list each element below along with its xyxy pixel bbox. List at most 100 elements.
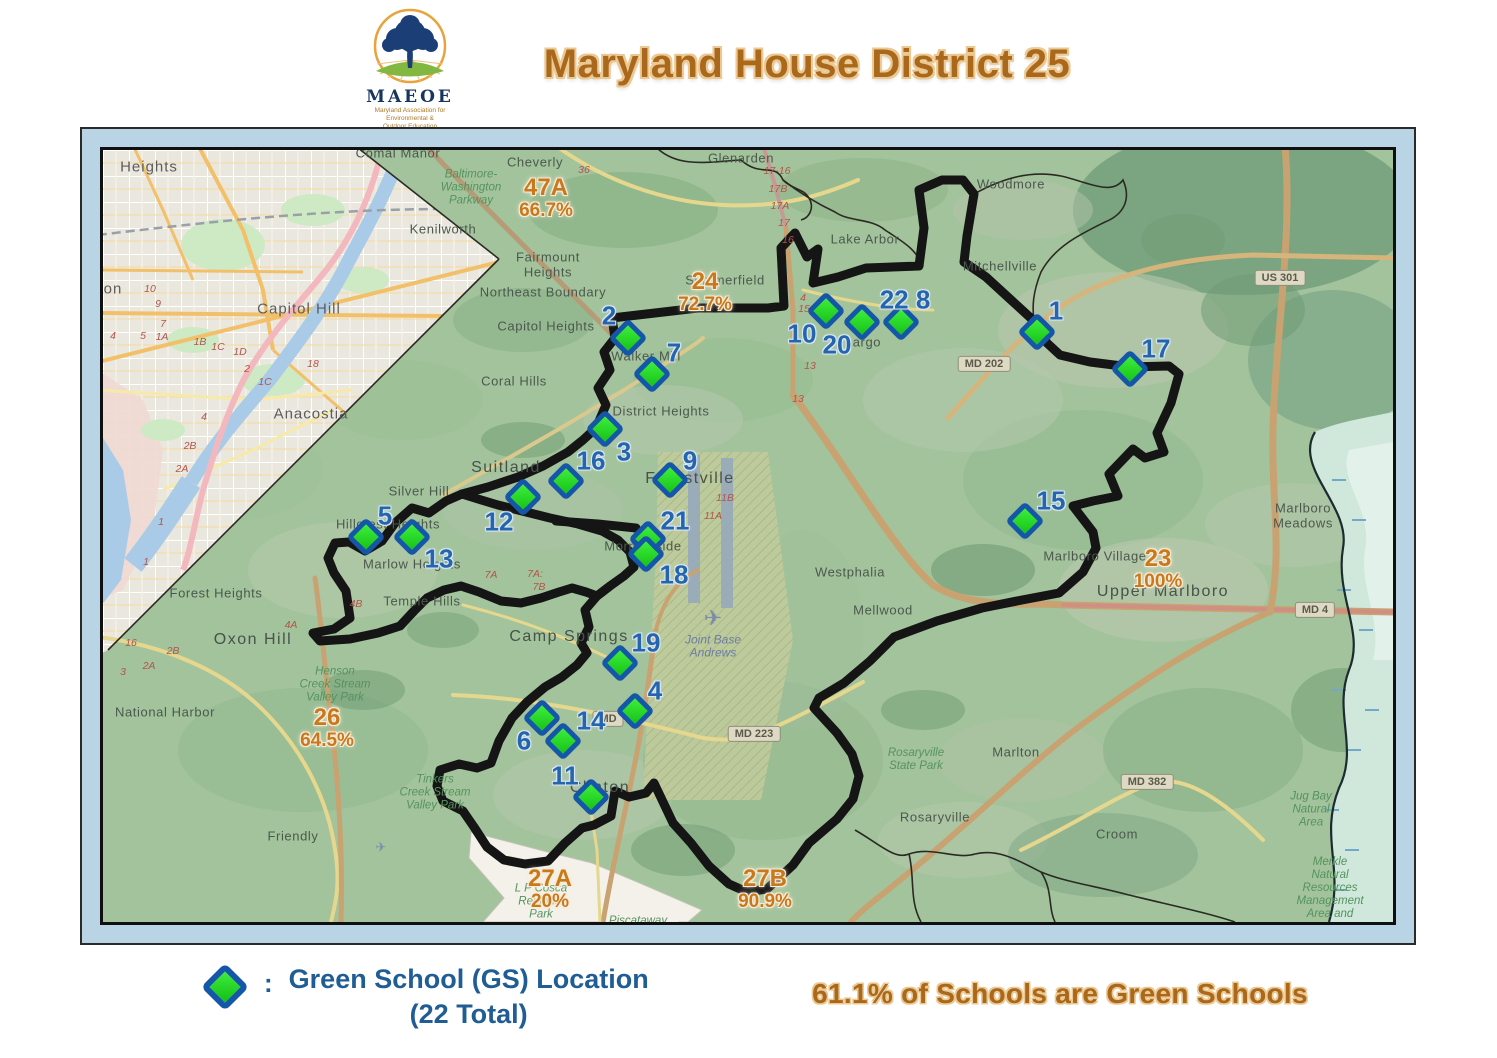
town-label: Kenilworth [409,221,477,237]
town-label: Westphalia [814,564,886,580]
town-label: Marlboro Meadows [1273,500,1333,530]
road-exit-number: 1 [143,556,149,569]
green-school-number: 16 [576,445,606,476]
dc-neighborhood-label: Anacostia [273,405,349,423]
page-title: Maryland House District 25 [543,42,1071,86]
maeoe-tagline-line2: Outdoor Education [360,123,460,131]
legend-total: (22 Total) [409,999,528,1030]
road-shield-badge: MD 4 [1294,601,1336,619]
district-id: 24 [691,267,719,295]
green-school-number: 22 8 [879,284,931,315]
park-label: Rosaryville State Park [887,747,945,772]
road-exit-number: 13 [804,360,816,373]
district-id: 26 [313,703,341,731]
district-green-school-percent: 100% [1133,570,1183,592]
road-exit-number: 2B [183,440,197,453]
road-shield-badge: MD 223 [727,725,781,743]
maeoe-tagline-line1: Maryland Association for Environmental & [374,107,446,123]
town-label: Comal Manor [355,147,441,161]
road-exit-number: 2A [175,463,189,476]
town-label: Capitol Heights [497,318,595,334]
district-green-school-percent: 20% [530,890,570,912]
dc-neighborhood-label: Capitol Hill [257,300,341,318]
green-school-number: 19 [631,627,661,658]
road-shield-badge: MD 202 [957,355,1011,373]
river-boundary-line [1308,431,1355,922]
district-green-school-percent: 72.7% [678,293,732,315]
road-exit-number: 7A: [527,568,543,581]
park-label: Piscataway Creek Stream [608,915,668,925]
town-label: Lake Arbor [830,231,900,247]
road-exit-number: 4 [110,330,116,343]
maeoe-logo-name: MAEOE [366,87,454,107]
town-label: Marlow Heights [363,556,461,572]
green-school-number: 1 [1048,295,1064,326]
airport-icon: ✈ [375,839,387,855]
map-terrain [103,150,1393,922]
map-overlay: Comal Manor Cheverly Glenarden Woodmore Lake… [103,150,1393,922]
green-school-number: 11 [551,760,579,791]
park-label: L P Cosca Regional Park [514,882,568,921]
regional-park-area [468,831,703,922]
green-school-number: 13 [424,543,454,574]
district-percentage-label: 27A 20% [527,864,573,912]
town-label: Cheverly [506,154,564,170]
road-exit-number: 5 [140,330,146,343]
district-percentage-label: 23 100% [1133,545,1183,592]
road-exit-number: 17 [778,217,790,230]
town-label: Upper Marlboro [1096,583,1230,601]
road-exit-number: 2 [244,363,250,376]
green-school-number: 14 [576,705,606,736]
road-exit-number: 4A [284,619,298,632]
town-label: Silver Hill [388,483,450,499]
town-label: Summerfield [685,272,765,288]
road-exit-number: 4B [349,598,363,611]
town-label: Marlboro Village [1043,548,1147,564]
district-green-school-percent: 64.5% [300,729,354,751]
town-label: Oxon Hill [213,631,293,649]
town-label: Temple Hills [383,593,461,609]
road-exit-number: 18 [307,358,319,371]
town-label: Rosaryville [899,809,971,825]
district-id: 27A [527,864,573,892]
road-exit-number: 17A [770,200,790,213]
town-label: Fairmount Heights [516,249,580,279]
town-label: Mitchellville [962,258,1038,274]
maeoe-logo: MAEOE Maryland Association for Environme… [360,8,460,131]
road-exit-number: 4 [800,292,806,305]
legend: : Green School (GS) Location (22 Total) [200,962,649,1032]
district-id: 27B [742,864,788,892]
road-exit-number: 7A [484,569,498,582]
airport-icon: ✈ [703,605,723,631]
map-frame: Comal Manor Cheverly Glenarden Woodmore Lake… [80,127,1416,945]
road-shield-badge: MD [592,710,624,728]
green-school-number: 3 [616,436,632,467]
town-label: Croom [1095,826,1139,842]
park-label: Henson Creek Stream Valley Park [299,665,371,704]
road-exit-number: 4 [201,411,207,424]
joint-base-andrews-area [643,452,793,800]
road-exit-number: 1 [158,516,164,529]
green-school-diamond-icon [200,962,250,1012]
road-exit-number: 11A [704,510,722,523]
maeoe-tree-icon [373,8,447,84]
legend-colon: : [264,968,273,998]
road-exit-number: 36 [578,164,590,177]
green-school-number: 4 [647,675,663,706]
district-percentage-label: 24 72.7% [678,267,732,315]
green-school-number: 7 [666,337,682,368]
road-exit-number: 16 [125,637,137,650]
park-label: Baltimore- Washington Parkway [440,168,502,207]
road-exit-number: 17B [768,183,788,196]
green-school-number: 12 [484,506,514,537]
legend-label: Green School (GS) Location [288,964,649,994]
green-school-number: 6 [516,725,532,756]
map-area: Comal Manor Cheverly Glenarden Woodmore Lake… [100,147,1396,925]
district-id: 47A [523,173,569,201]
road-exit-number: 17-16 [763,165,791,178]
town-label: Coral Hills [481,373,547,389]
road-exit-number: 3 [120,666,126,679]
park-label: Tinkers Creek Stream Valley Park [399,773,471,812]
military-base-label: Joint Base Andrews [684,632,742,660]
road-exit-number: 10 [144,283,156,296]
